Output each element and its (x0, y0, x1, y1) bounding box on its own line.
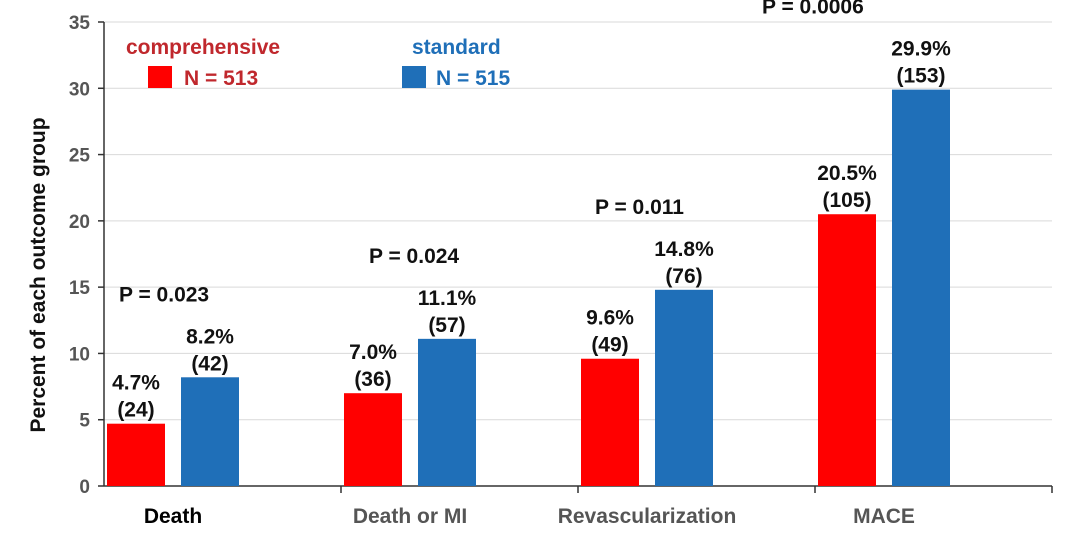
y-tick-label: 5 (79, 411, 90, 432)
bar-comprehensive-0 (107, 423, 165, 486)
legend-n-comprehensive: N = 513 (184, 67, 258, 90)
bar-count-label: (24) (117, 399, 154, 422)
bar-standard-3 (892, 89, 950, 487)
bar-count-label: (76) (665, 265, 702, 288)
x-category-label: Death (144, 505, 202, 528)
y-tick-label: 20 (69, 212, 90, 233)
y-tick-label: 35 (69, 13, 91, 34)
y-tick-label: 10 (69, 344, 90, 365)
y-tick-label: 25 (69, 146, 91, 167)
legend-n-standard: N = 515 (436, 67, 510, 90)
bar-count-label: (42) (191, 352, 228, 375)
bar-count-label: (57) (428, 314, 465, 337)
x-category-label: MACE (853, 505, 915, 528)
p-value-label: P = 0.024 (369, 245, 459, 268)
legend: comprehensive N = 513 standard N = 515 (126, 36, 510, 90)
bar-standard-1 (418, 338, 476, 486)
y-tick-label: 0 (79, 477, 90, 498)
bar-pct-label: 8.2% (186, 325, 234, 348)
bar-comprehensive-3 (818, 214, 876, 486)
bar-pct-label: 9.6% (586, 307, 634, 330)
legend-label-comprehensive: comprehensive (126, 36, 280, 59)
bar-pct-label: 4.7% (112, 372, 160, 395)
bar-count-label: (36) (354, 368, 391, 391)
bar-standard-0 (181, 377, 239, 486)
axes: 0 5 10 15 20 25 30 35 Death Death or MI Revascular… (69, 13, 1053, 528)
legend-swatch-comprehensive (148, 66, 172, 88)
p-value-label: P = 0.011 (595, 196, 684, 219)
legend-label-standard: standard (412, 36, 501, 59)
bar-pct-label: 7.0% (349, 341, 397, 364)
p-value-label: P = 0.0006 (762, 0, 864, 19)
grid-lines (104, 21, 1052, 421)
bar-comprehensive-2 (581, 358, 639, 486)
x-category-label: Death or MI (353, 505, 467, 528)
bar-standard-2 (655, 289, 713, 486)
data-labels: 4.7% (24) 8.2% (42) P = 0.023 7.0% (36) 11.1% (5… (112, 0, 951, 422)
bar-comprehensive-1 (344, 393, 402, 486)
bar-pct-label: 29.9% (891, 38, 951, 61)
legend-swatch-standard (402, 66, 426, 88)
y-tick-label: 30 (69, 79, 90, 100)
bar-count-label: (49) (591, 334, 628, 357)
p-value-label: P = 0.023 (119, 283, 209, 306)
y-axis-label: Percent of each outcome group (27, 117, 50, 432)
bars (107, 89, 950, 487)
bar-pct-label: 20.5% (817, 162, 877, 185)
bar-pct-label: 11.1% (418, 287, 477, 310)
x-category-label: Revascularization (558, 505, 737, 528)
bar-count-label: (153) (896, 65, 945, 88)
y-tick-label: 15 (69, 278, 91, 299)
bar-pct-label: 14.8% (654, 238, 714, 261)
bar-count-label: (105) (822, 189, 871, 212)
